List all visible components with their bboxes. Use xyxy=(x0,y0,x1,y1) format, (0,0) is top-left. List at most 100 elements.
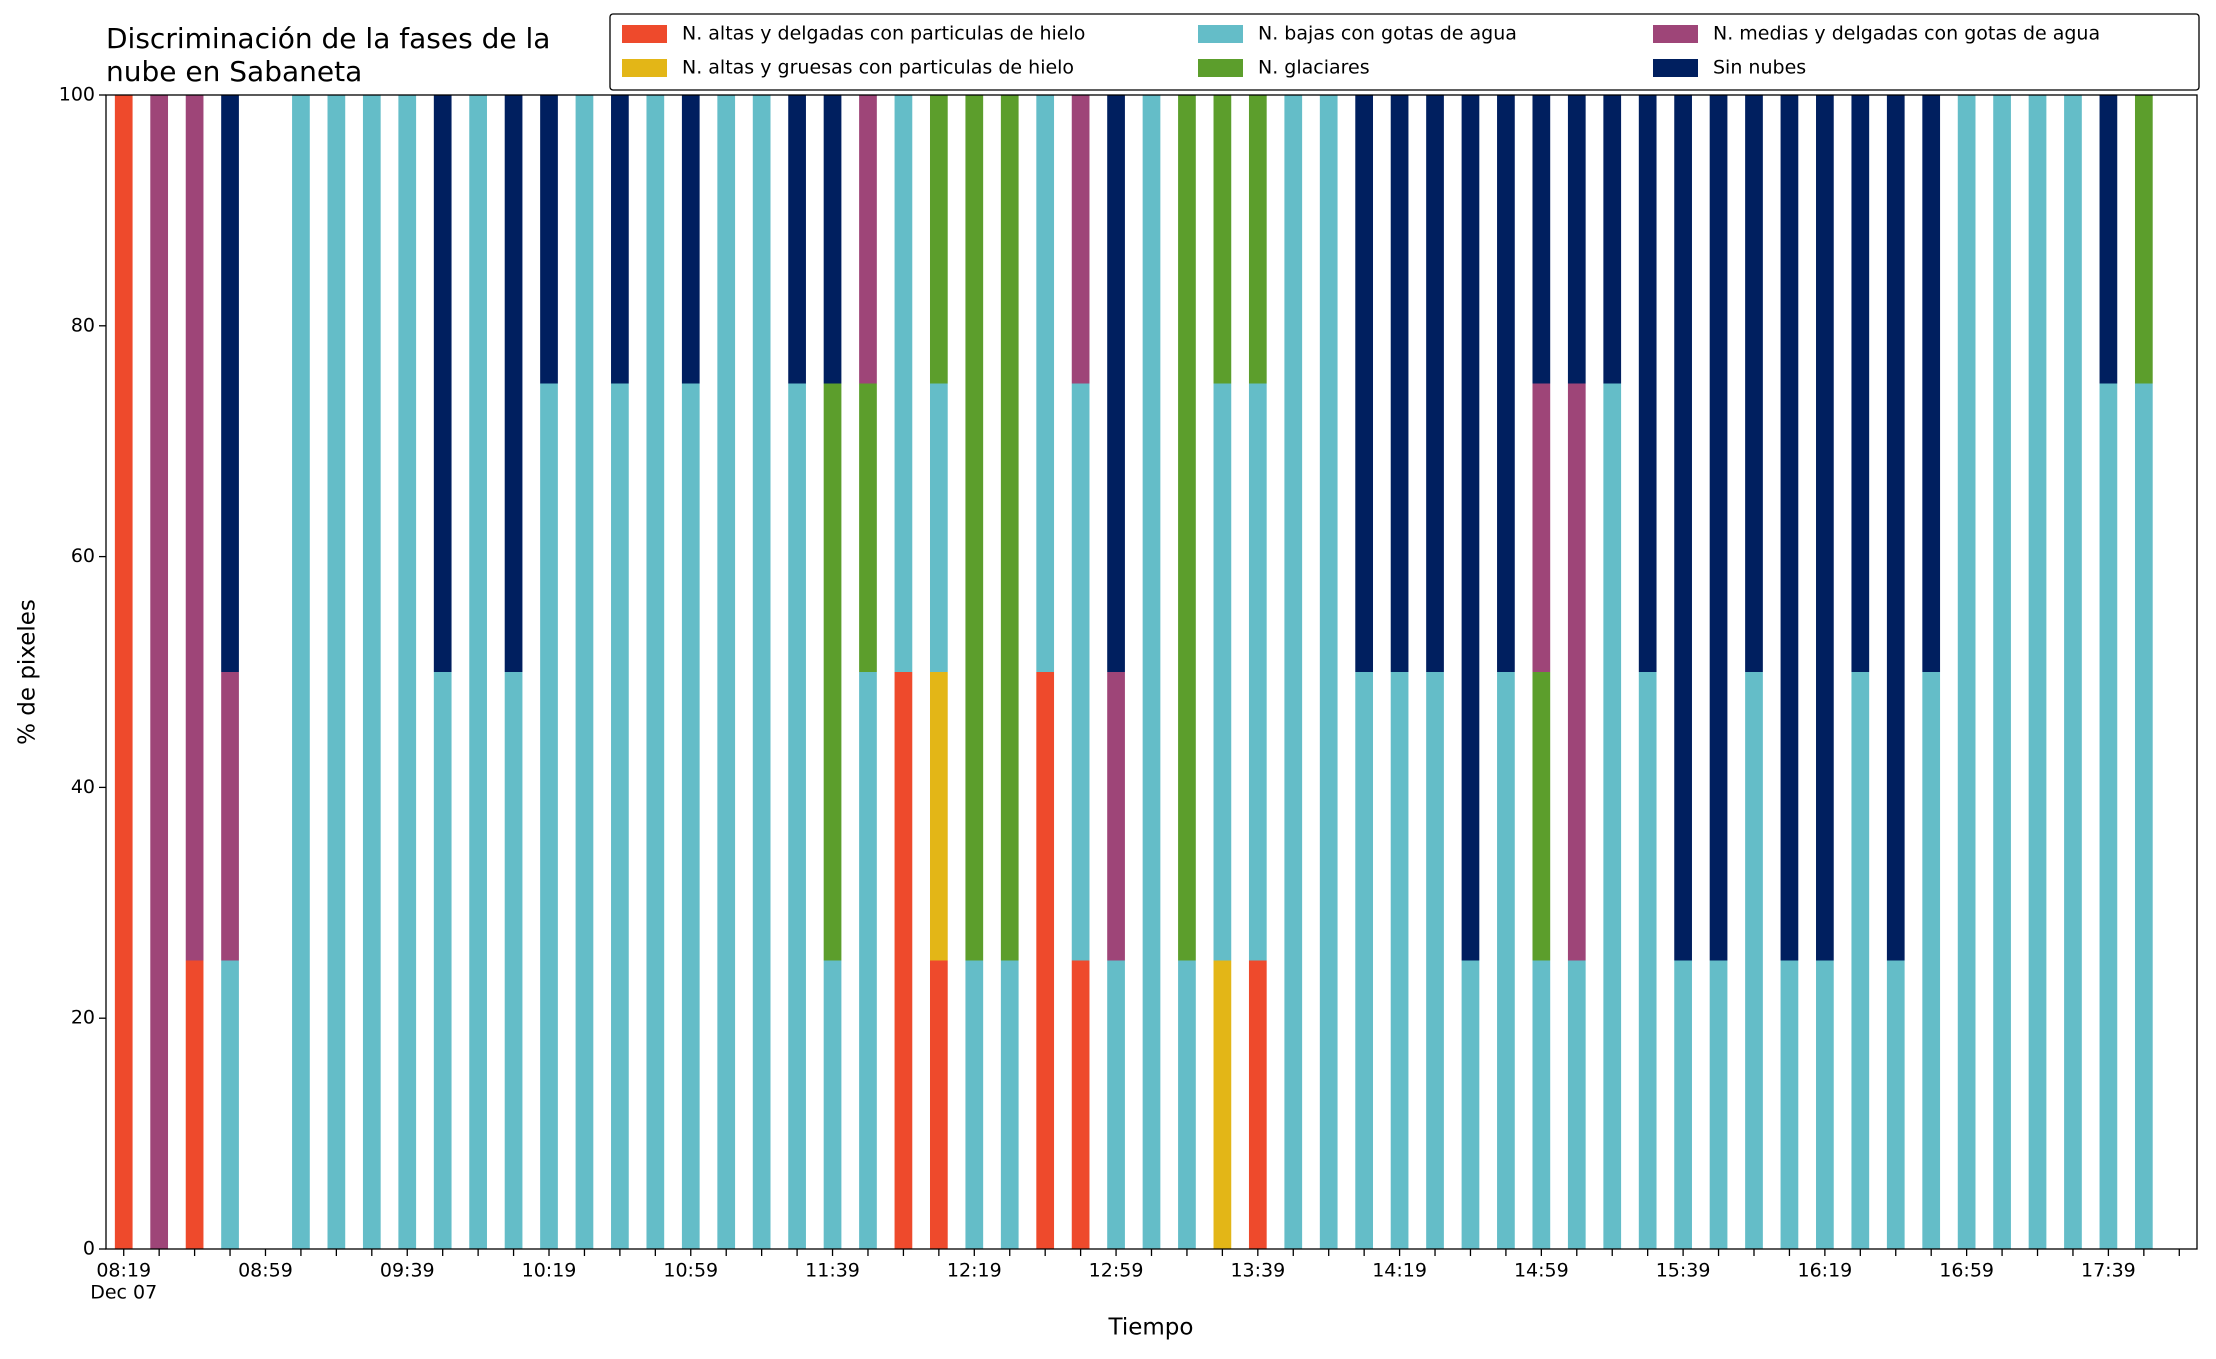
chart-title: nube en Sabaneta xyxy=(106,55,362,88)
bar-segment xyxy=(1248,95,1267,384)
y-tick-label: 100 xyxy=(59,84,95,106)
bar-segment xyxy=(433,672,452,1249)
y-tick-label: 80 xyxy=(71,314,95,336)
bar-segment xyxy=(965,95,984,961)
bar-segment xyxy=(540,383,558,1249)
bar-segment xyxy=(504,95,523,672)
bar-segment xyxy=(1674,95,1692,961)
bar-segment xyxy=(1816,95,1834,961)
bar-segment xyxy=(681,383,700,1249)
bar-segment xyxy=(1000,960,1019,1249)
bar-segment xyxy=(1922,95,1941,672)
bar-segment xyxy=(185,960,204,1249)
bar-segment xyxy=(1390,95,1409,672)
legend-label: N. glaciares xyxy=(1258,57,1370,79)
bar-segment xyxy=(1567,383,1586,961)
bar-segment xyxy=(1638,672,1657,1249)
x-tick-label: 17:39 xyxy=(2081,1260,2136,1282)
bar-segment xyxy=(221,672,239,961)
plot-frame xyxy=(105,94,2198,1250)
bar-segment xyxy=(1142,95,1161,1249)
bar-segment xyxy=(504,672,523,1249)
bar-segment xyxy=(1780,960,1799,1249)
y-tick-label: 60 xyxy=(71,545,95,567)
y-tick-label: 40 xyxy=(71,776,95,798)
x-tick-label: 14:19 xyxy=(1372,1260,1427,1282)
bar-segment xyxy=(1497,95,1515,672)
bar-segment xyxy=(1178,960,1196,1249)
bar-segment xyxy=(469,95,487,1249)
legend-swatch xyxy=(1653,25,1698,43)
bar-segment xyxy=(327,95,346,1249)
y-axis-label: % de pixeles xyxy=(15,599,41,745)
bar-segment xyxy=(1213,960,1232,1249)
bar-segment xyxy=(1532,383,1551,672)
bar-segment xyxy=(1567,960,1586,1249)
bar-segment xyxy=(1957,95,1976,1249)
bar-segment xyxy=(1071,383,1090,961)
x-tick-label: 15:39 xyxy=(1656,1260,1711,1282)
legend-swatch xyxy=(1198,25,1243,43)
bar-segment xyxy=(929,672,948,961)
legend-swatch xyxy=(1198,59,1243,77)
bar-segment xyxy=(965,960,984,1249)
bar-segment xyxy=(2099,95,2118,384)
x-tick-label: 08:19 xyxy=(96,1260,151,1282)
x-tick-label: 13:39 xyxy=(1230,1260,1285,1282)
bar-segment xyxy=(1603,383,1622,1249)
bar-segment xyxy=(1886,95,1905,961)
bar-segment xyxy=(1709,95,1728,961)
bar-segment xyxy=(1851,95,1870,672)
bar-segment xyxy=(433,95,452,672)
bar-segment xyxy=(1532,95,1551,384)
bar-segment xyxy=(1532,672,1551,961)
bar-segment xyxy=(1745,672,1763,1249)
bar-segment xyxy=(1532,960,1551,1249)
bar-segment xyxy=(1780,95,1799,961)
bar-segment xyxy=(1071,960,1090,1249)
bar-segment xyxy=(1426,95,1444,672)
bar-segment xyxy=(2028,95,2047,1249)
legend-label: N. medias y delgadas con gotas de agua xyxy=(1713,23,2100,45)
bar-segment xyxy=(894,672,913,1249)
x-tick-label: 12:59 xyxy=(1089,1260,1144,1282)
x-date-label: Dec 07 xyxy=(90,1282,157,1304)
bar-segment xyxy=(1213,383,1232,961)
bar-segment xyxy=(1426,672,1444,1249)
bar-segment xyxy=(2064,95,2082,1249)
x-axis-label: Tiempo xyxy=(1108,1315,1194,1341)
bar-segment xyxy=(1284,95,1303,1249)
bar-segment xyxy=(398,95,417,1249)
x-tick-label: 14:59 xyxy=(1514,1260,1569,1282)
bar-segment xyxy=(1036,672,1055,1249)
bar-segment xyxy=(611,95,629,384)
bar-segment xyxy=(823,383,842,961)
bar-segment xyxy=(859,383,877,672)
bar-segment xyxy=(1107,672,1125,961)
bar-segment xyxy=(540,95,558,384)
bar-segment xyxy=(859,672,877,1249)
x-tick-label: 11:39 xyxy=(805,1260,860,1282)
bar-segment xyxy=(1993,95,2011,1249)
chart-title: Discriminación de la fases de la xyxy=(106,22,550,55)
bar-segment xyxy=(2134,95,2153,384)
bar-segment xyxy=(185,95,204,961)
x-tick-label: 08:59 xyxy=(238,1260,293,1282)
bar-segment xyxy=(1922,672,1941,1249)
bar-segment xyxy=(1036,95,1055,672)
bar-segment xyxy=(1071,95,1090,384)
bar-segment xyxy=(1319,95,1338,1249)
x-tick-label: 16:19 xyxy=(1797,1260,1852,1282)
bar-segment xyxy=(859,95,877,384)
bar-segment xyxy=(823,95,842,384)
bar-segment xyxy=(929,95,948,384)
bar-segment xyxy=(221,95,239,672)
bar-segment xyxy=(1213,95,1232,384)
legend-label: Sin nubes xyxy=(1713,57,1806,79)
bar-segment xyxy=(929,960,948,1249)
legend-swatch xyxy=(622,25,667,43)
x-tick-label: 16:59 xyxy=(1939,1260,1994,1282)
bar-segment xyxy=(752,95,771,1249)
bar-segment xyxy=(1107,960,1125,1249)
